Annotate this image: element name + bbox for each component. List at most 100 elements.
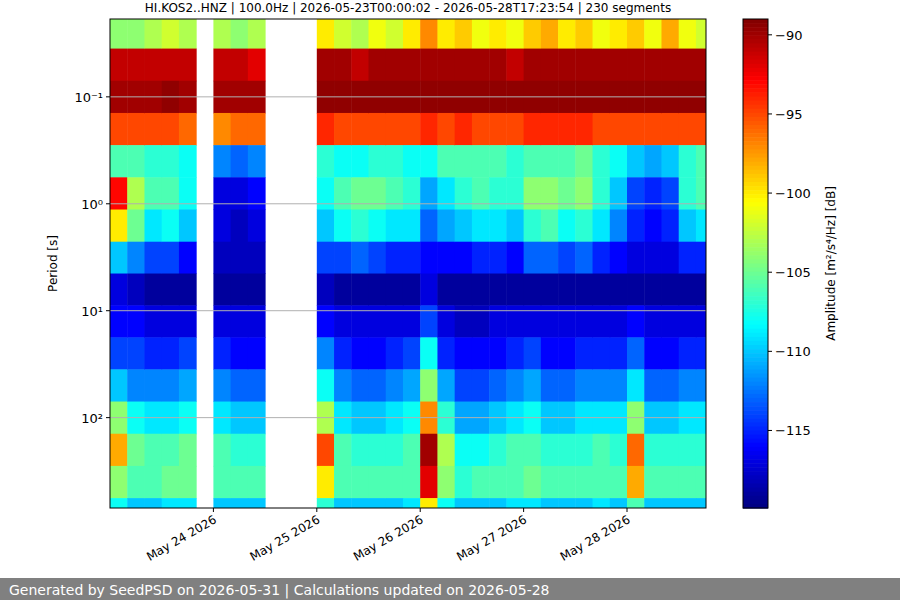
y-tick: [106, 203, 110, 204]
cell: [506, 274, 524, 306]
cell: [213, 242, 231, 274]
colorbar-step: [743, 304, 768, 309]
cell: [403, 49, 421, 82]
cell: [144, 242, 162, 274]
y-axis-title: Period [s]: [46, 235, 60, 292]
cell: [593, 498, 611, 508]
x-tick-label: May 27 2026: [454, 512, 529, 563]
cell: [386, 369, 404, 402]
cell: [162, 369, 180, 402]
cell: [334, 19, 352, 49]
cell: [179, 113, 197, 146]
cell: [644, 210, 662, 243]
cell: [593, 434, 611, 467]
colorbar-step: [743, 496, 768, 501]
cell: [593, 113, 611, 146]
heatmap-cells: [110, 19, 706, 508]
cell: [403, 498, 421, 508]
colorbar-step: [743, 268, 768, 273]
cell: [661, 369, 679, 402]
colorbar-step: [743, 484, 768, 489]
cell: [610, 369, 628, 402]
cell: [127, 274, 145, 306]
cell: [403, 242, 421, 274]
cell: [644, 145, 662, 178]
cell: [679, 177, 697, 210]
cell: [420, 19, 438, 49]
colorbar-step: [743, 219, 768, 224]
cell: [437, 242, 455, 274]
colorbar-step: [743, 92, 768, 97]
cell: [558, 498, 576, 508]
cell: [644, 49, 662, 82]
cell: [110, 19, 128, 49]
cell: [524, 274, 542, 306]
cell: [610, 210, 628, 243]
cell: [248, 498, 266, 508]
grid-line: [110, 203, 706, 204]
colorbar-step: [743, 361, 768, 366]
colorbar-step: [743, 312, 768, 317]
colorbar-step: [743, 398, 768, 403]
cell: [455, 434, 473, 467]
cell: [420, 337, 438, 370]
cell: [558, 145, 576, 178]
colorbar-tick: [768, 351, 772, 352]
colorbar-step: [743, 418, 768, 423]
cell: [144, 210, 162, 243]
cell: [644, 498, 662, 508]
cell: [386, 434, 404, 467]
plot-frame: [110, 19, 706, 508]
cell: [231, 434, 249, 467]
cell: [506, 210, 524, 243]
cell: [403, 337, 421, 370]
colorbar-step: [743, 125, 768, 130]
cell: [472, 113, 490, 146]
cell: [110, 369, 128, 402]
cell: [437, 145, 455, 178]
cell: [248, 145, 266, 178]
colorbar-step: [743, 321, 768, 326]
cell: [437, 369, 455, 402]
colorbar-step: [743, 382, 768, 387]
cell: [110, 210, 128, 243]
cell: [334, 434, 352, 467]
colorbar-step: [743, 414, 768, 419]
cell: [162, 242, 180, 274]
cell: [506, 242, 524, 274]
cell: [317, 434, 335, 467]
colorbar-step: [743, 435, 768, 440]
cell: [248, 210, 266, 243]
colorbar-step: [743, 105, 768, 110]
cell: [455, 49, 473, 82]
cell: [110, 113, 128, 146]
cell: [524, 113, 542, 146]
x-tick-label: May 28 2026: [558, 512, 633, 563]
cell: [231, 145, 249, 178]
cell: [472, 49, 490, 82]
cell: [610, 177, 628, 210]
cell: [213, 49, 231, 82]
cell: [127, 498, 145, 508]
colorbar-step: [743, 264, 768, 269]
cell: [420, 145, 438, 178]
colorbar-step: [743, 337, 768, 342]
cell: [506, 434, 524, 467]
cell: [661, 177, 679, 210]
colorbar-step: [743, 23, 768, 28]
cell: [127, 19, 145, 49]
cell: [489, 466, 507, 499]
cell: [661, 19, 679, 49]
cell: [437, 337, 455, 370]
colorbar-step: [743, 443, 768, 448]
cell: [144, 177, 162, 210]
cell: [351, 49, 369, 82]
colorbar-step: [743, 109, 768, 114]
cell: [213, 434, 231, 467]
colorbar-step: [743, 325, 768, 330]
cell: [213, 177, 231, 210]
cell: [334, 242, 352, 274]
cell: [679, 369, 697, 402]
cell: [317, 242, 335, 274]
cell: [179, 337, 197, 370]
